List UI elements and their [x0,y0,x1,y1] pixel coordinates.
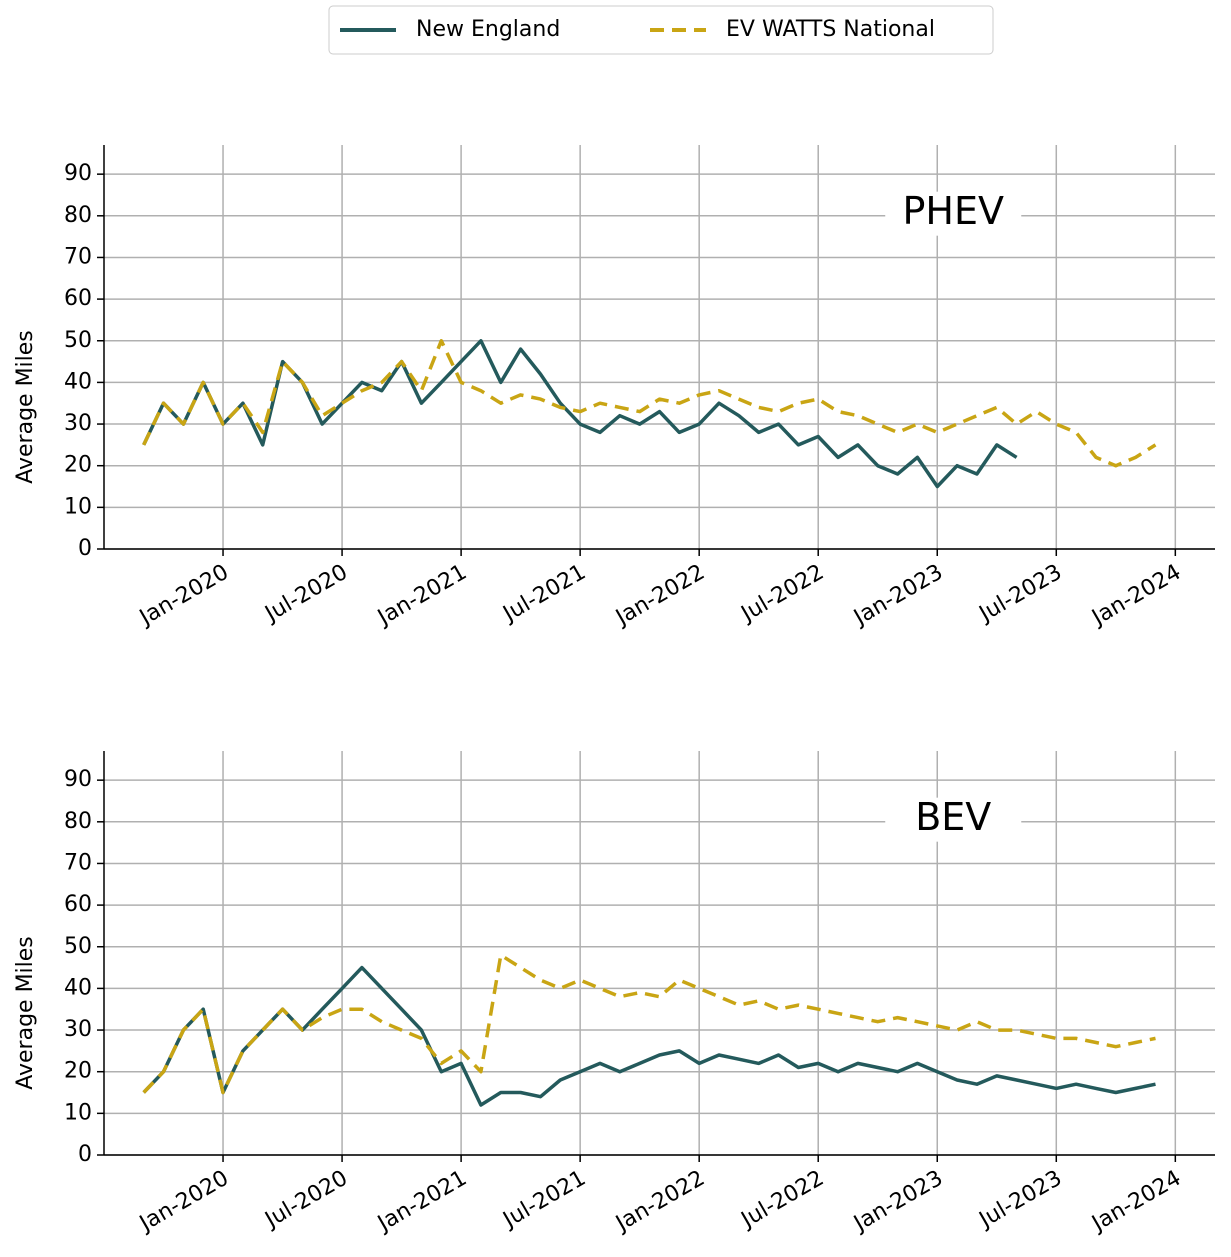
y-tick-label: 80 [64,203,92,228]
x-tick-label: Jan-2021 [372,1166,471,1238]
y-tick-label: 50 [64,934,92,959]
x-tick-label: Jan-2023 [848,560,947,632]
x-tick-label: Jan-2020 [134,1166,233,1238]
y-tick-label: 90 [64,767,92,792]
x-tick-label: Jul-2022 [736,1166,829,1234]
y-tick-label: 30 [64,1017,92,1042]
annotation: PHEV [903,189,1005,233]
x-tick-label: Jan-2022 [610,560,709,632]
annotation: BEV [915,795,991,839]
x-tick-label: Jul-2020 [259,1166,352,1234]
y-tick-label: 40 [64,975,92,1000]
y-tick-label: 60 [64,286,92,311]
annotation-box [885,797,1022,842]
x-tick-label: Jul-2020 [259,560,352,628]
y-tick-label: 10 [64,494,92,519]
series-line [142,339,1157,468]
x-tick-label: Jul-2021 [498,560,591,628]
y-axis-label: Average Miles [13,936,38,1090]
y-tick-label: 70 [64,850,92,875]
y-tick-label: 20 [64,1059,92,1084]
y-tick-label: 90 [64,161,92,186]
x-tick-label: Jul-2023 [974,560,1067,628]
x-tick-label: Jan-2023 [848,1166,947,1238]
y-tick-label: 10 [64,1100,92,1125]
y-tick-label: 50 [64,328,92,353]
x-tick-label: Jan-2024 [1086,1166,1185,1238]
y-tick-label: 30 [64,411,92,436]
y-tick-label: 80 [64,809,92,834]
series-line [142,953,1156,1095]
y-tick-label: 20 [64,453,92,478]
y-tick-label: 0 [78,536,92,561]
x-tick-label: Jul-2021 [498,1166,591,1234]
x-tick-label: Jul-2023 [974,1166,1067,1234]
x-tick-label: Jul-2022 [736,560,829,628]
y-axis-label: Average Miles [13,330,38,484]
y-tick-label: 60 [64,892,92,917]
x-tick-label: Jan-2022 [610,1166,709,1238]
y-tick-label: 70 [64,244,92,269]
series-line [142,965,1156,1107]
x-tick-label: Jan-2024 [1086,560,1185,632]
x-tick-label: Jan-2020 [134,560,233,632]
legend-label: New England [416,17,560,42]
annotation-box [885,191,1022,236]
legend-label: EV WATTS National [726,17,935,42]
y-tick-label: 0 [78,1142,92,1167]
y-tick-label: 40 [64,369,92,394]
x-tick-label: Jan-2021 [372,560,471,632]
